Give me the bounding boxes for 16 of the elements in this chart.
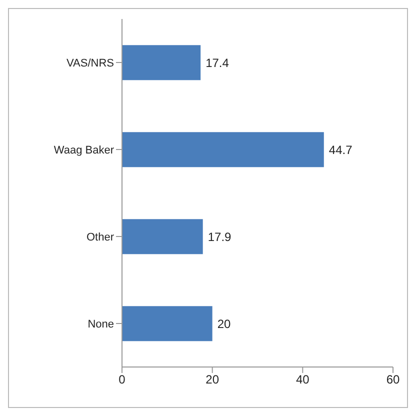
y-tick-label: Waag Baker — [54, 144, 114, 156]
x-tick-label: 0 — [118, 372, 126, 387]
bar — [122, 219, 203, 254]
data-label: 20 — [217, 316, 232, 331]
bar — [122, 306, 212, 342]
x-tick-label: 60 — [386, 372, 400, 387]
data-label: 44.7 — [328, 142, 353, 157]
bar — [122, 45, 201, 80]
x-tick-label: 40 — [296, 372, 310, 387]
y-tick-label: Other — [86, 231, 114, 244]
bar — [122, 132, 324, 168]
x-tick-label: 20 — [206, 372, 220, 387]
y-tick-label: None — [88, 318, 114, 330]
data-label: 17.9 — [208, 230, 232, 244]
data-label: 17.4 — [206, 56, 230, 70]
y-tick-label: VAS/NRS — [66, 57, 114, 70]
